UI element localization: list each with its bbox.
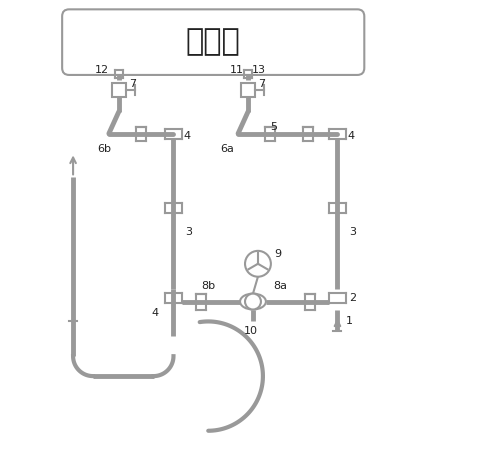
Text: 4: 4 [152,308,158,319]
Text: 2: 2 [350,292,356,303]
Text: 7: 7 [128,79,136,89]
Text: 4: 4 [184,131,190,141]
Text: 12: 12 [95,65,109,75]
Polygon shape [112,83,126,97]
Text: 8a: 8a [273,281,287,291]
Text: 9: 9 [274,249,281,259]
Circle shape [245,251,271,276]
Polygon shape [241,83,255,97]
Text: 3: 3 [350,228,356,238]
Text: 13: 13 [252,65,266,75]
Text: 8b: 8b [202,281,215,291]
Ellipse shape [240,293,266,309]
Text: 3: 3 [186,228,192,238]
Text: 热水器: 热水器 [186,27,240,57]
Text: 5: 5 [270,122,277,132]
Text: 10: 10 [244,326,258,336]
Text: 11: 11 [230,65,244,75]
Text: 1: 1 [346,316,352,326]
Text: 4: 4 [348,131,354,141]
Text: 6a: 6a [220,144,234,154]
FancyBboxPatch shape [62,9,364,75]
Text: 7: 7 [258,79,265,89]
Text: 6b: 6b [97,144,111,154]
Circle shape [245,293,261,309]
